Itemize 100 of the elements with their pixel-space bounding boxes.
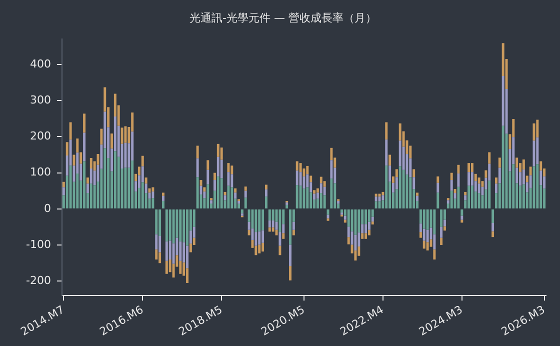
bar: [206, 170, 210, 184]
bar: [536, 164, 539, 208]
bar: [302, 176, 306, 189]
bar: [354, 234, 357, 250]
bar: [124, 168, 127, 208]
bar: [155, 234, 158, 250]
bar: [292, 222, 295, 230]
bar: [155, 249, 158, 260]
bar: [516, 168, 518, 184]
bar: [470, 186, 474, 208]
bar: [433, 249, 436, 260]
bar: [299, 186, 302, 208]
y-tick-label: 400: [30, 57, 51, 70]
bar: [179, 209, 182, 242]
bar: [90, 168, 92, 184]
bar: [340, 209, 343, 213]
bar: [83, 114, 86, 133]
bar: [296, 170, 298, 186]
bar: [86, 178, 89, 184]
bar: [100, 128, 103, 145]
bar: [278, 246, 282, 256]
bar: [230, 174, 234, 188]
bar: [484, 170, 488, 178]
bar: [238, 200, 240, 204]
bar: [124, 142, 127, 168]
bar: [141, 182, 144, 208]
bar: [516, 158, 518, 168]
bar: [213, 180, 216, 191]
bar: [374, 194, 378, 197]
y-tick-label: 200: [30, 130, 51, 143]
bar: [254, 232, 258, 246]
bar: [492, 231, 494, 238]
bar: [457, 164, 460, 174]
bar: [470, 163, 474, 172]
bar: [323, 186, 326, 196]
bar: [165, 241, 168, 261]
bar: [398, 166, 402, 208]
bar: [264, 189, 268, 197]
bar: [464, 195, 467, 200]
bar: [457, 186, 460, 208]
bar: [264, 184, 268, 190]
bar: [440, 209, 443, 227]
bar: [172, 209, 175, 244]
bar: [275, 230, 278, 236]
bar: [426, 242, 429, 250]
bar: [316, 188, 319, 193]
chart-title: 光通訊-光學元件 — 營收成長率（月）: [190, 11, 376, 24]
bar: [158, 252, 162, 264]
bar: [220, 148, 223, 160]
bar: [152, 187, 154, 192]
bar: [213, 172, 216, 180]
bar: [179, 241, 182, 261]
bar: [422, 209, 426, 229]
bar: [131, 160, 134, 208]
bar: [364, 224, 368, 234]
bar: [299, 172, 302, 186]
bar: [93, 185, 96, 208]
bar: [262, 230, 264, 243]
y-tick-label: -200: [26, 274, 51, 287]
bar: [110, 133, 113, 149]
bar: [206, 160, 210, 170]
bar: [120, 128, 124, 144]
bar: [186, 209, 188, 246]
bar: [165, 209, 168, 242]
bar: [494, 184, 498, 194]
bar: [289, 266, 292, 280]
bar: [227, 172, 230, 186]
bar: [350, 209, 354, 232]
bar: [388, 154, 392, 166]
bar: [268, 227, 271, 232]
bar: [320, 176, 322, 184]
bar: [436, 192, 440, 208]
bar: [498, 158, 501, 168]
bar: [419, 232, 422, 238]
bar: [519, 186, 522, 208]
bar: [468, 172, 470, 186]
bar: [330, 178, 333, 208]
bar: [272, 220, 274, 228]
bar: [468, 186, 470, 208]
bar: [69, 166, 72, 208]
bar: [536, 120, 539, 138]
bar: [512, 164, 515, 208]
bar: [457, 174, 460, 187]
bar: [382, 192, 384, 196]
bar: [196, 177, 199, 208]
bar: [385, 140, 388, 166]
bar: [416, 196, 419, 201]
bar: [62, 182, 65, 188]
bar: [62, 187, 65, 196]
bar: [502, 126, 504, 208]
bar: [258, 231, 261, 245]
bar: [371, 222, 374, 224]
bar: [532, 123, 536, 141]
bar: [460, 220, 464, 223]
bar: [104, 148, 106, 208]
bar: [364, 209, 368, 224]
bar: [450, 190, 453, 208]
bar: [374, 196, 378, 202]
bar: [402, 170, 405, 208]
bar: [282, 233, 285, 239]
